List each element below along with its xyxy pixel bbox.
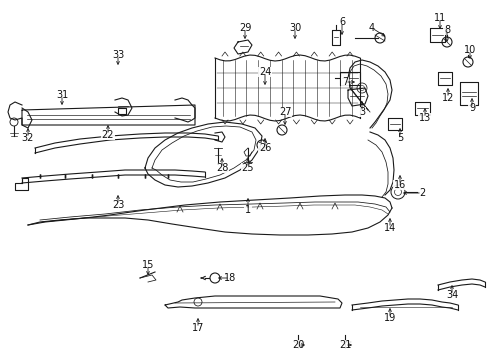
Text: 14: 14 xyxy=(383,223,395,233)
Text: 13: 13 xyxy=(418,113,430,123)
Text: 11: 11 xyxy=(433,13,445,23)
Text: 20: 20 xyxy=(291,340,304,350)
Text: 2: 2 xyxy=(418,188,424,198)
Text: 1: 1 xyxy=(244,205,250,215)
Text: 7: 7 xyxy=(341,77,347,87)
Text: 32: 32 xyxy=(22,133,34,143)
Text: 29: 29 xyxy=(238,23,251,33)
Text: 4: 4 xyxy=(368,23,374,33)
Text: 15: 15 xyxy=(142,260,154,270)
Text: 8: 8 xyxy=(443,25,449,35)
Text: 28: 28 xyxy=(215,163,228,173)
Text: 5: 5 xyxy=(396,133,402,143)
Text: 9: 9 xyxy=(468,103,474,113)
Text: 23: 23 xyxy=(112,200,124,210)
Text: 17: 17 xyxy=(191,323,204,333)
Text: 34: 34 xyxy=(445,290,457,300)
Text: 16: 16 xyxy=(393,180,406,190)
Text: 26: 26 xyxy=(258,143,271,153)
Text: 12: 12 xyxy=(441,93,453,103)
Text: 22: 22 xyxy=(102,130,114,140)
Text: 30: 30 xyxy=(288,23,301,33)
Text: 25: 25 xyxy=(241,163,254,173)
Text: 10: 10 xyxy=(463,45,475,55)
Text: 18: 18 xyxy=(224,273,236,283)
Text: 3: 3 xyxy=(358,107,365,117)
Text: 31: 31 xyxy=(56,90,68,100)
Text: 27: 27 xyxy=(278,107,291,117)
Text: 33: 33 xyxy=(112,50,124,60)
Text: 24: 24 xyxy=(258,67,271,77)
Text: 19: 19 xyxy=(383,313,395,323)
Text: 6: 6 xyxy=(338,17,345,27)
Text: 21: 21 xyxy=(338,340,350,350)
